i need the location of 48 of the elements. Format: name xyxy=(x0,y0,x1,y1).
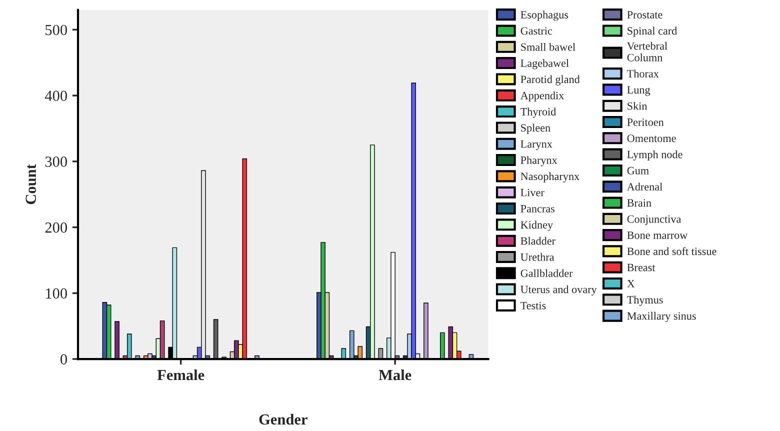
legend-label: Skin xyxy=(628,102,648,110)
legend-label: Lung xyxy=(627,86,650,96)
legend-label: Thymus xyxy=(627,296,663,306)
y-tick-label: 500 xyxy=(46,24,67,36)
y-tick-label: 0 xyxy=(60,354,67,364)
legend-label: Parotid gland xyxy=(520,75,580,86)
legend-label: Gum xyxy=(627,166,649,174)
y-axis-title: Count xyxy=(26,164,36,204)
legend-label: Bladder xyxy=(520,236,556,245)
legend-label: Conjunctiva xyxy=(627,215,682,226)
x-tick-label: Female xyxy=(157,369,204,380)
legend-label: Kidney xyxy=(520,220,553,231)
legend-label: Small bawel xyxy=(521,42,576,51)
legend-label: Pharynx xyxy=(520,156,558,166)
legend-label: Nasopharynx xyxy=(520,172,580,182)
x-axis-title: Gender xyxy=(259,414,308,425)
legend-label: Testis xyxy=(520,302,546,310)
legend-label: Lymph node xyxy=(627,150,682,161)
legend-label: Prostate xyxy=(627,11,662,18)
legend-label: X xyxy=(627,280,635,288)
legend-label: Uterus and ovary xyxy=(520,285,597,296)
legend-label: Adrenal xyxy=(626,182,662,191)
legend-label: Bone and soft tissue xyxy=(627,247,716,256)
legend-label: Brain xyxy=(627,199,652,207)
legend-label: Larynx xyxy=(520,140,552,150)
legend-label: Urethra xyxy=(520,253,554,261)
y-tick-label: 100 xyxy=(46,288,67,299)
legend-label: Esophagus xyxy=(520,10,568,21)
legend-label: Spinal card xyxy=(628,26,678,37)
legend-label: Spleen xyxy=(521,124,550,134)
legend-label: Thyroid xyxy=(520,108,556,118)
legend-label: Maxillary sinus xyxy=(627,312,696,322)
legend-label: Lagebawel xyxy=(520,59,569,70)
legend-label: Gastric xyxy=(520,27,552,35)
legend-label: Liver xyxy=(520,188,544,196)
legend-label: Thorax xyxy=(627,70,659,78)
legend-label: Omentome xyxy=(627,134,676,142)
legend-label: Gallbladder xyxy=(520,269,573,278)
legend-label: Pancras xyxy=(520,205,554,212)
legend-label: Appendix xyxy=(520,91,564,102)
legend-label: Bone marrow xyxy=(627,232,688,239)
legend-label: Vertebral Column xyxy=(626,42,668,62)
y-tick-label: 400 xyxy=(44,90,67,101)
x-tick-label: Male xyxy=(378,369,412,380)
y-tick-label: 300 xyxy=(45,156,67,167)
legend-label: Breast xyxy=(627,264,656,272)
y-tick-label: 200 xyxy=(45,222,67,233)
legend-label: Peritoen xyxy=(627,118,664,126)
